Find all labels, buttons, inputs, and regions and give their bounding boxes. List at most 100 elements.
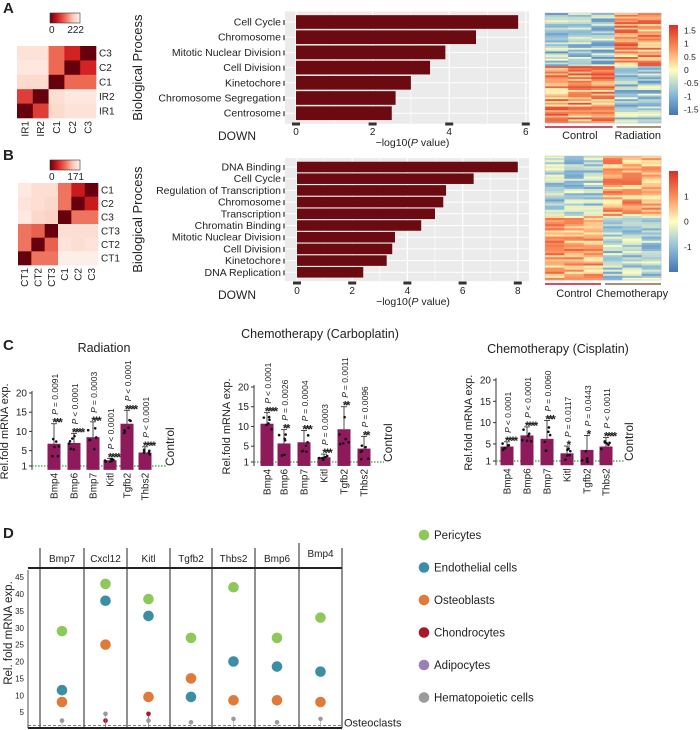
data-point — [526, 434, 530, 438]
heatmap-cell — [637, 97, 662, 100]
heatmap-cell — [591, 16, 615, 19]
heatmap-cell — [545, 113, 569, 116]
heatmap-cell — [591, 119, 615, 122]
heatmap-cell — [545, 106, 569, 109]
heatmap-cell — [545, 197, 565, 200]
heatmap-cell — [84, 196, 99, 211]
heatmap-cell — [637, 104, 662, 107]
heatmap-cell — [603, 172, 623, 175]
data-point — [324, 455, 327, 459]
column-label: C3 — [84, 121, 95, 134]
heatmap-cell — [545, 232, 565, 235]
heatmap-cell — [622, 242, 642, 246]
y-tick-label: 1 — [21, 462, 27, 473]
heatmap-cell — [591, 110, 615, 113]
cell-type-dot-plot: Bmp7 Cxcl12 Kitl Tgfb2 Thbs2 Bmp6 Bmp4 5 10 15 20 2… — [3, 529, 534, 730]
heatmap-cell — [641, 271, 662, 275]
heatmap-cell — [583, 232, 604, 235]
x-axis-title: −log10(P value) — [376, 137, 450, 149]
column-label: CT3 — [47, 268, 58, 287]
panel-label-c: C — [3, 337, 14, 354]
row-label: C3 — [99, 49, 112, 60]
heatmap-cell — [622, 156, 642, 159]
heatmap-cell — [603, 197, 623, 200]
chart-title: Chemotherapy (Carboplatin) — [241, 327, 399, 341]
row-label: C3 — [101, 213, 114, 224]
heatmap-cell — [564, 257, 584, 260]
heatmap-cell — [545, 199, 565, 202]
x-tick-label: 6 — [523, 127, 529, 138]
heatmap-cell — [564, 211, 584, 215]
heatmap-cell — [603, 184, 623, 188]
heatmap-cell — [564, 236, 584, 239]
y-tick-label: 5 — [243, 442, 249, 453]
bar-cell-cycle — [297, 173, 474, 184]
heatmap-cell — [591, 117, 615, 120]
heatmap-cell — [614, 35, 639, 38]
row-label: C1 — [99, 78, 112, 89]
heatmap-cell — [80, 74, 97, 90]
heatmap-cell — [545, 108, 569, 111]
heatmap-cell — [591, 112, 615, 115]
heatmap-cell — [564, 240, 584, 244]
heatmap-cell — [564, 230, 584, 233]
heatmap-cell — [614, 13, 639, 16]
heatmap-cell — [564, 203, 584, 206]
heatmap-cell — [58, 183, 72, 197]
expression-heatmap: 1.5 1 0.5 0 -0.5 -1 -1.5 Control Radiation — [544, 12, 699, 142]
heatmap-cell — [641, 189, 662, 192]
row-label: CT2 — [101, 240, 120, 251]
heatmap-cell — [603, 176, 623, 180]
heatmap-cell — [583, 226, 604, 229]
column-label: C1 — [52, 121, 63, 134]
heatmap-cell — [641, 251, 662, 254]
p-value-label: P< 0.0001 — [106, 408, 116, 449]
heatmap-cell — [641, 253, 662, 256]
heatmap-cell — [603, 213, 623, 217]
p-value-label: P= 0.0096 — [360, 386, 370, 427]
heatmap-cell — [622, 189, 642, 192]
data-point — [51, 454, 54, 458]
heatmap-cell — [32, 74, 49, 90]
heatmap-cell — [564, 172, 584, 175]
significance-stars: *** — [52, 416, 63, 430]
heatmap-cell — [622, 236, 642, 239]
heatmap-cell — [614, 47, 639, 50]
category-label: Cell Cycle — [234, 17, 281, 29]
heatmap-cell — [641, 224, 662, 227]
colorbar-tick-label: 0.5 — [684, 52, 696, 62]
data-point — [51, 437, 55, 441]
category-label: Cell Division — [223, 243, 281, 255]
heatmap-cell — [591, 24, 615, 27]
heatmap-cell — [583, 156, 604, 159]
heatmap-cell — [583, 205, 604, 208]
y-tick-label: 1 — [485, 457, 491, 468]
x-tick-label: Kitl — [106, 473, 117, 487]
heatmap-cell — [637, 84, 662, 87]
heatmap-cell — [583, 197, 604, 200]
bar-regulation-of-transcription — [297, 185, 447, 196]
heatmap-cell — [637, 18, 662, 21]
heatmap-cell — [591, 33, 615, 36]
heatmap-cell — [31, 210, 45, 225]
heatmap-cell — [568, 16, 592, 19]
heatmap-cell — [591, 73, 615, 76]
heatmap-cell — [614, 66, 639, 69]
heatmap-cell — [637, 31, 662, 34]
data-point — [525, 439, 529, 443]
bar-mitotic-nuclear-division — [296, 45, 446, 60]
heatmap-cell — [545, 182, 565, 186]
heatmap-cell — [545, 73, 569, 76]
heatmap-cell — [545, 121, 569, 124]
heatmap-cell — [71, 210, 85, 225]
heatmap-cell — [637, 53, 662, 56]
heatmap-cell — [637, 57, 662, 60]
heatmap-cell — [591, 49, 615, 52]
heatmap-cell — [622, 265, 642, 268]
heatmap-cell — [637, 42, 662, 45]
dot-hematopoietic-cells — [103, 711, 108, 717]
heatmap-cell — [614, 58, 639, 61]
bar-cell-division — [296, 60, 431, 75]
